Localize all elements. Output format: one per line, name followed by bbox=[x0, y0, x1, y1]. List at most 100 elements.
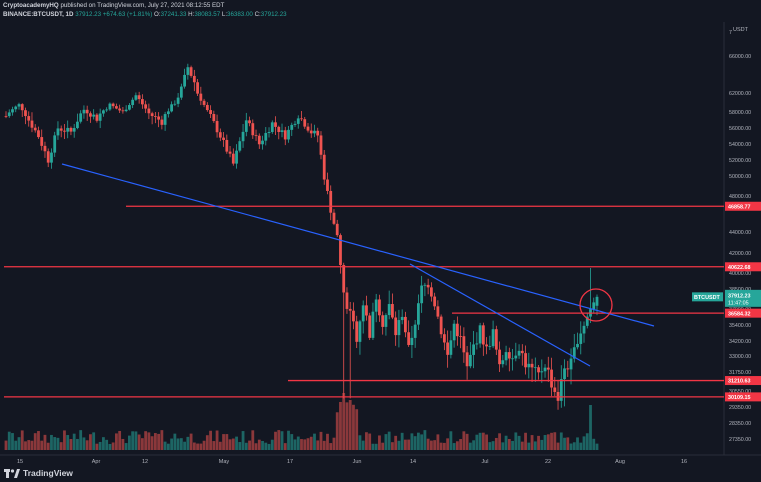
price-tick-label: 28350.00 bbox=[729, 421, 751, 427]
candle-body bbox=[384, 315, 388, 327]
volume-bar bbox=[358, 435, 362, 450]
volume-bar bbox=[105, 439, 109, 450]
symbol-tag-bg bbox=[692, 292, 723, 302]
volume-bar bbox=[115, 433, 118, 450]
author-name[interactable]: CryptoacademyHQ bbox=[3, 2, 59, 9]
volume-bar bbox=[225, 434, 229, 450]
price-tick-label: 56000.00 bbox=[729, 126, 751, 132]
candle-body bbox=[108, 103, 112, 110]
candle-body bbox=[92, 114, 96, 117]
volume-bar bbox=[436, 434, 440, 450]
candle-body bbox=[264, 132, 268, 141]
candle-body bbox=[82, 109, 86, 114]
candle-body bbox=[280, 130, 284, 132]
candle-body bbox=[20, 104, 24, 111]
candle-body bbox=[4, 116, 8, 117]
volume-bar bbox=[572, 442, 576, 450]
candle-body bbox=[410, 337, 414, 345]
volume-bar bbox=[556, 442, 560, 450]
candle-body bbox=[566, 368, 570, 370]
volume-bar bbox=[313, 433, 316, 450]
volume-bar bbox=[53, 437, 57, 450]
time-tick-label: Apr bbox=[92, 459, 101, 465]
candle-body bbox=[46, 151, 50, 163]
candle-body bbox=[192, 75, 196, 83]
volume-bar bbox=[303, 439, 307, 450]
candle-body bbox=[257, 135, 261, 145]
candle-body bbox=[248, 120, 251, 124]
volume-bar bbox=[563, 437, 566, 450]
volume-bar bbox=[498, 433, 501, 450]
volume-bar bbox=[468, 442, 472, 450]
current-price-bg bbox=[725, 289, 761, 307]
candle-body bbox=[455, 323, 459, 337]
candle-body bbox=[381, 315, 385, 327]
volume-bar bbox=[316, 440, 320, 450]
volume-bar bbox=[391, 442, 394, 450]
candle-body bbox=[186, 67, 190, 75]
volume-bar bbox=[92, 432, 96, 450]
candle-body bbox=[235, 150, 238, 164]
candle-body bbox=[166, 111, 170, 115]
volume-bar bbox=[43, 434, 47, 450]
candle-body bbox=[501, 360, 505, 365]
candle-body bbox=[134, 95, 138, 100]
tradingview-logo[interactable]: TradingView bbox=[4, 466, 73, 480]
volume-bar bbox=[332, 437, 336, 450]
close-label: C: bbox=[254, 11, 261, 18]
candle-body bbox=[498, 349, 501, 365]
volume-bar bbox=[342, 393, 346, 450]
volume-bar bbox=[72, 433, 76, 450]
candle-body bbox=[261, 140, 264, 145]
candle-body bbox=[72, 128, 76, 132]
volume-bar bbox=[589, 405, 592, 450]
candle-body bbox=[306, 126, 310, 131]
candle-body bbox=[504, 352, 508, 361]
candle-body bbox=[11, 109, 14, 113]
volume-bar bbox=[30, 440, 34, 450]
volume-bar bbox=[417, 432, 420, 450]
candle-body bbox=[296, 118, 300, 124]
volume-bar bbox=[365, 432, 368, 450]
volume-bar bbox=[429, 440, 433, 450]
candle-body bbox=[209, 110, 212, 115]
volume-bar bbox=[241, 431, 245, 450]
volume-bar bbox=[374, 443, 378, 450]
candle-body bbox=[488, 346, 492, 347]
volume-bar bbox=[212, 441, 216, 450]
volume-bar bbox=[381, 442, 385, 450]
low-label: L: bbox=[221, 11, 228, 18]
candle-body bbox=[400, 316, 404, 321]
level-price-label: 40622.68 bbox=[728, 265, 750, 271]
level-price-label: 46858.77 bbox=[728, 204, 750, 210]
volume-bar bbox=[404, 439, 407, 450]
candle-body bbox=[59, 128, 63, 131]
volume-bar bbox=[257, 439, 261, 450]
candle-body bbox=[417, 303, 420, 325]
candle-body bbox=[582, 325, 586, 334]
volume-bar bbox=[176, 438, 180, 450]
volume-bar bbox=[222, 434, 225, 450]
volume-bar bbox=[199, 443, 203, 450]
candle-body bbox=[397, 320, 401, 336]
volume-bar bbox=[319, 431, 323, 450]
candle-body bbox=[423, 284, 427, 286]
candle-body bbox=[527, 363, 531, 368]
volume-bar bbox=[98, 441, 102, 450]
volume-bar bbox=[306, 438, 310, 450]
volume-bar bbox=[465, 433, 469, 450]
volume-bar bbox=[462, 431, 466, 450]
candle-body bbox=[365, 305, 368, 316]
candle-body bbox=[43, 145, 47, 152]
candle-body bbox=[394, 317, 398, 336]
symbol-label[interactable]: BINANCE:BTCUSDT, 1D bbox=[3, 11, 74, 18]
volume-bar bbox=[553, 432, 557, 450]
candle-body bbox=[478, 325, 482, 344]
time-tick-label: Jul bbox=[481, 459, 488, 465]
volume-bar bbox=[501, 442, 505, 450]
volume-bar bbox=[4, 440, 8, 450]
volume-bar bbox=[546, 434, 550, 450]
volume-bar bbox=[192, 442, 196, 450]
volume-bar bbox=[46, 442, 50, 450]
